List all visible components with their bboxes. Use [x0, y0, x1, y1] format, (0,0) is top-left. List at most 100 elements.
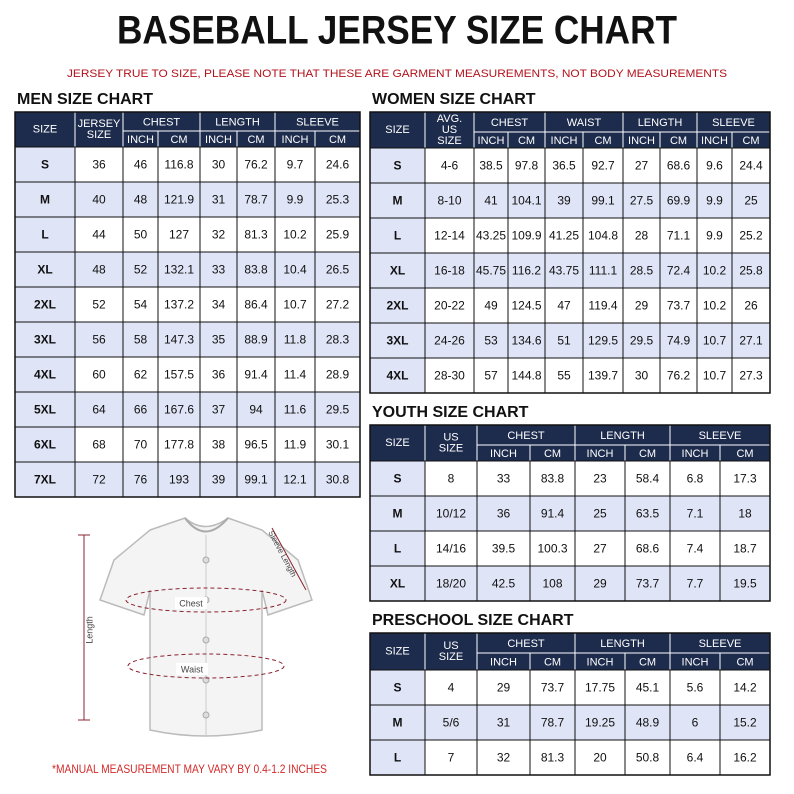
- value-cell: 50.8: [636, 751, 660, 765]
- value-cell: 119.4: [588, 299, 617, 313]
- table-border: [369, 424, 771, 602]
- value-cell: 39.5: [492, 542, 516, 556]
- value-cell: 14/16: [436, 542, 466, 556]
- size-cell-bg: [15, 182, 75, 217]
- header-sub: CM: [639, 656, 656, 668]
- value-cell: 70: [134, 438, 148, 452]
- value-cell: 30: [212, 158, 226, 172]
- header-group: LENGTH: [638, 117, 683, 129]
- value-cell: 24.6: [326, 158, 350, 172]
- footnote: *MANUAL MEASUREMENT MAY VARY BY 0.4-1.2 …: [52, 762, 327, 776]
- value-cell: 76.2: [244, 158, 268, 172]
- value-cell: 57: [484, 369, 498, 383]
- size-cell: XL: [390, 577, 405, 591]
- value-cell: 32: [212, 228, 226, 242]
- size-cell: 7XL: [34, 473, 56, 487]
- sleeve-line: [271, 527, 307, 591]
- button: [202, 711, 210, 719]
- size-cell: 4XL: [386, 369, 408, 383]
- button: [202, 676, 210, 684]
- value-cell: 25: [744, 194, 758, 208]
- value-cell: 9.7: [287, 158, 304, 172]
- value-cell: 63.5: [636, 507, 660, 521]
- table-border: [14, 111, 361, 498]
- value-cell: 91.4: [244, 368, 268, 382]
- value-cell: 144.8: [511, 369, 541, 383]
- value-cell: 30.1: [326, 438, 350, 452]
- value-cell: 15.2: [733, 716, 757, 730]
- header-sub: CM: [742, 135, 759, 147]
- value-cell: 127: [169, 228, 189, 242]
- value-cell: 31: [497, 716, 511, 730]
- row-bg: [370, 183, 770, 218]
- value-cell: 10.2: [703, 299, 727, 313]
- value-cell: 99.1: [244, 473, 268, 487]
- size-cell: S: [393, 159, 401, 173]
- value-cell: 81.3: [541, 751, 565, 765]
- value-cell: 17.3: [733, 472, 757, 486]
- value-cell: 19.25: [585, 716, 615, 730]
- size-cell: 6XL: [34, 438, 56, 452]
- header-sub: INCH: [127, 134, 154, 146]
- size-cell: S: [393, 472, 401, 486]
- value-cell: 68: [92, 438, 106, 452]
- size-cell-bg: [370, 253, 425, 288]
- value-cell: 104.8: [588, 229, 618, 243]
- value-cell: 32: [497, 751, 511, 765]
- value-cell: 134.6: [511, 334, 541, 348]
- size-cell: 3XL: [34, 333, 56, 347]
- header-sub: INCH: [587, 448, 614, 460]
- value-cell: 81.3: [244, 228, 268, 242]
- table-heading: PRESCHOOL SIZE CHART: [372, 612, 574, 629]
- subtitle: JERSEY TRUE TO SIZE, PLEASE NOTE THAT TH…: [67, 68, 727, 80]
- size-cell: 4XL: [34, 368, 56, 382]
- value-cell: 121.9: [164, 193, 194, 207]
- value-cell: 116.8: [164, 158, 193, 172]
- value-cell: 27.1: [739, 334, 763, 348]
- header-group: CHEST: [491, 117, 529, 129]
- header-sub: CM: [247, 134, 264, 146]
- header-group: SLEEVE: [699, 430, 742, 442]
- value-cell: 39: [212, 473, 226, 487]
- value-cell: 157.5: [164, 368, 194, 382]
- header-sub: INCH: [587, 656, 614, 668]
- header-group: LENGTH: [600, 638, 645, 650]
- value-cell: 28: [635, 229, 649, 243]
- row-bg: [370, 670, 770, 705]
- value-cell: 147.3: [164, 333, 194, 347]
- header-sub: INCH: [628, 135, 655, 147]
- size-cell-bg: [370, 183, 425, 218]
- value-cell: 48: [134, 193, 148, 207]
- value-cell: 92.7: [591, 159, 615, 173]
- value-cell: 60: [92, 368, 106, 382]
- row-bg: [370, 740, 770, 775]
- header-sub: INCH: [701, 135, 728, 147]
- value-cell: 27.3: [739, 369, 763, 383]
- value-cell: 20-22: [434, 299, 465, 313]
- value-cell: 10.7: [283, 298, 307, 312]
- header-group: WAIST: [567, 117, 602, 129]
- collar: [184, 517, 229, 533]
- header-label: SIZE: [385, 645, 409, 657]
- size-cell-bg: [370, 740, 425, 775]
- value-cell: 68.6: [667, 159, 691, 173]
- value-cell: 49: [484, 299, 498, 313]
- value-cell: 54: [134, 298, 148, 312]
- header-label: JERSEY SIZE: [78, 118, 121, 141]
- size-cell-bg: [15, 252, 75, 287]
- value-cell: 129.5: [588, 334, 618, 348]
- table-border: [369, 632, 771, 776]
- size-cell: M: [393, 194, 403, 208]
- header-sub: INCH: [490, 448, 517, 460]
- value-cell: 19.5: [733, 577, 757, 591]
- value-cell: 37: [212, 403, 226, 417]
- waist-label: Waist: [181, 664, 204, 674]
- header-group: LENGTH: [600, 430, 645, 442]
- header-sub: INCH: [551, 135, 578, 147]
- header-sub: INCH: [490, 656, 517, 668]
- value-cell: 29: [497, 681, 511, 695]
- value-cell: 23: [593, 472, 607, 486]
- value-cell: 25.2: [739, 229, 763, 243]
- value-cell: 36: [497, 507, 511, 521]
